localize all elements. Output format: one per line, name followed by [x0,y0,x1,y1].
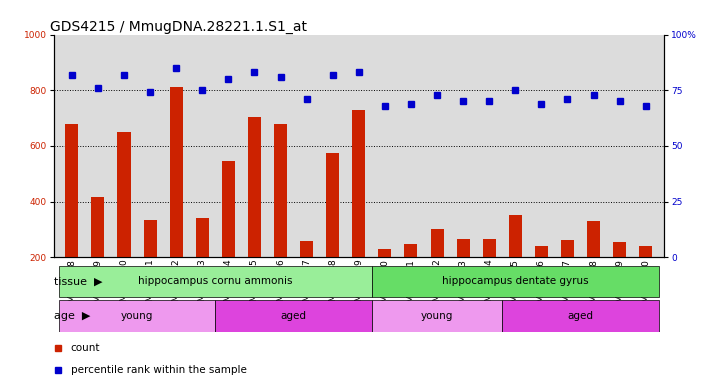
Bar [457,239,470,257]
Bar [144,220,156,257]
Bar [326,153,339,257]
Bar [613,242,626,257]
Text: young: young [121,311,154,321]
Text: young: young [421,311,453,321]
Bar [59,266,372,297]
Text: count: count [71,343,100,353]
Bar [59,300,216,331]
Text: hippocampus cornu ammonis: hippocampus cornu ammonis [138,276,293,286]
Bar [378,249,391,257]
Bar [300,240,313,257]
Bar [535,246,548,257]
Text: age  ▶: age ▶ [54,311,91,321]
Bar [372,300,502,331]
Bar [170,88,183,257]
Bar [65,124,79,257]
Bar [483,239,496,257]
Bar [587,220,600,257]
Bar [431,230,443,257]
Bar [118,132,131,257]
Text: aged: aged [568,311,593,321]
Bar [372,266,659,297]
Bar [509,215,522,257]
Bar [274,124,287,257]
Bar [216,300,372,331]
Bar [248,117,261,257]
Bar [639,246,653,257]
Bar [502,300,659,331]
Text: GDS4215 / MmugDNA.28221.1.S1_at: GDS4215 / MmugDNA.28221.1.S1_at [51,20,308,33]
Text: percentile rank within the sample: percentile rank within the sample [71,366,246,376]
Bar [352,110,366,257]
Text: hippocampus dentate gyrus: hippocampus dentate gyrus [442,276,588,286]
Bar [561,240,574,257]
Text: aged: aged [281,311,306,321]
Bar [222,161,235,257]
Text: tissue  ▶: tissue ▶ [54,276,103,286]
Bar [196,218,208,257]
Bar [404,244,418,257]
Bar [91,197,104,257]
